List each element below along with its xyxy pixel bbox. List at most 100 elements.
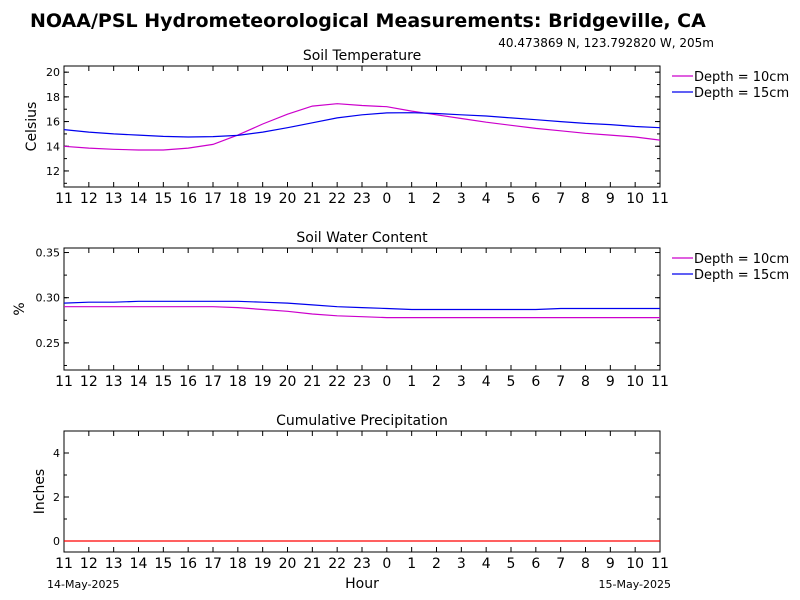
start-date: 14-May-2025 bbox=[47, 578, 119, 591]
x-tick-label: 2 bbox=[432, 374, 441, 390]
x-tick-label: 19 bbox=[254, 556, 272, 572]
x-tick-label: 6 bbox=[531, 191, 540, 207]
y-axis-label: Inches bbox=[32, 469, 48, 514]
x-tick-label: 4 bbox=[482, 191, 491, 207]
x-tick-label: 13 bbox=[105, 374, 123, 390]
y-tick-label: 4 bbox=[53, 447, 60, 460]
x-tick-label: 21 bbox=[303, 374, 321, 390]
x-tick-label: 16 bbox=[179, 556, 197, 572]
legend-entry: Depth = 10cm bbox=[694, 252, 789, 267]
main-title: NOAA/PSL Hydrometeorological Measurement… bbox=[30, 10, 706, 32]
legend-entry: Depth = 15cm bbox=[694, 268, 789, 283]
x-tick-label: 23 bbox=[353, 191, 371, 207]
x-tick-label: 13 bbox=[105, 556, 123, 572]
x-tick-label: 14 bbox=[130, 374, 148, 390]
x-tick-label: 20 bbox=[279, 374, 297, 390]
x-tick-label: 22 bbox=[328, 191, 346, 207]
y-tick-label: 18 bbox=[46, 91, 60, 104]
x-tick-label: 21 bbox=[303, 556, 321, 572]
x-tick-label: 15 bbox=[154, 374, 172, 390]
x-tick-label: 3 bbox=[457, 374, 466, 390]
x-tick-label: 0 bbox=[382, 374, 391, 390]
x-tick-label: 10 bbox=[626, 191, 644, 207]
x-tick-label: 0 bbox=[382, 191, 391, 207]
x-tick-label: 17 bbox=[204, 191, 222, 207]
x-tick-label: 3 bbox=[457, 556, 466, 572]
x-tick-label: 1 bbox=[407, 191, 416, 207]
x-tick-label: 10 bbox=[626, 556, 644, 572]
x-tick-label: 5 bbox=[507, 556, 516, 572]
x-tick-label: 10 bbox=[626, 374, 644, 390]
x-tick-label: 15 bbox=[154, 191, 172, 207]
x-tick-label: 4 bbox=[482, 374, 491, 390]
plot-frame bbox=[63, 65, 661, 188]
x-tick-label: 20 bbox=[279, 191, 297, 207]
x-tick-label: 12 bbox=[80, 374, 98, 390]
x-tick-label: 19 bbox=[254, 191, 272, 207]
y-tick-label: 16 bbox=[46, 116, 60, 129]
x-tick-label: 0 bbox=[382, 556, 391, 572]
x-tick-label: 2 bbox=[432, 191, 441, 207]
series-line-1 bbox=[64, 306, 660, 319]
series-line-1 bbox=[63, 103, 661, 151]
y-tick-label: 12 bbox=[46, 165, 60, 178]
x-tick-label: 6 bbox=[531, 374, 540, 390]
y-tick-label: 0.30 bbox=[36, 292, 61, 305]
x-tick-label: 14 bbox=[130, 191, 148, 207]
x-tick-label: 11 bbox=[651, 374, 669, 390]
x-tick-label: 9 bbox=[606, 556, 615, 572]
x-tick-label: 7 bbox=[556, 191, 565, 207]
x-tick-label: 5 bbox=[507, 374, 516, 390]
x-tick-label: 22 bbox=[328, 556, 346, 572]
x-tick-label: 1 bbox=[407, 556, 416, 572]
x-tick-label: 7 bbox=[556, 374, 565, 390]
x-tick-label: 1 bbox=[407, 374, 416, 390]
end-date: 15-May-2025 bbox=[599, 578, 671, 591]
x-tick-label: 16 bbox=[179, 374, 197, 390]
panel-title: Cumulative Precipitation bbox=[276, 413, 448, 429]
x-tick-label: 11 bbox=[55, 374, 73, 390]
x-tick-label: 12 bbox=[80, 191, 98, 207]
x-tick-label: 6 bbox=[531, 556, 540, 572]
x-tick-label: 22 bbox=[328, 374, 346, 390]
x-tick-label: 4 bbox=[482, 556, 491, 572]
series-line-2 bbox=[63, 112, 661, 138]
y-tick-label: 0 bbox=[53, 535, 60, 548]
legend-entry: Depth = 10cm bbox=[694, 70, 789, 85]
x-tick-label: 9 bbox=[606, 374, 615, 390]
x-tick-label: 2 bbox=[432, 556, 441, 572]
x-tick-label: 18 bbox=[229, 374, 247, 390]
x-tick-label: 11 bbox=[55, 191, 73, 207]
x-tick-label: 17 bbox=[204, 374, 222, 390]
x-tick-label: 21 bbox=[303, 191, 321, 207]
legend-entry: Depth = 15cm bbox=[694, 86, 789, 101]
x-tick-label: 8 bbox=[581, 374, 590, 390]
y-tick-label: 14 bbox=[46, 140, 60, 153]
y-axis-label: % bbox=[12, 302, 28, 315]
x-tick-label: 18 bbox=[229, 556, 247, 572]
x-tick-label: 11 bbox=[55, 556, 73, 572]
location-coordinates: 40.473869 N, 123.792820 W, 205m bbox=[498, 36, 714, 50]
x-tick-label: 17 bbox=[204, 556, 222, 572]
panel-title: Soil Temperature bbox=[303, 48, 421, 64]
plot-frame bbox=[63, 430, 661, 553]
x-tick-label: 18 bbox=[229, 191, 247, 207]
x-tick-label: 5 bbox=[507, 191, 516, 207]
y-axis-label: Celsius bbox=[24, 102, 40, 152]
y-tick-label: 2 bbox=[53, 491, 60, 504]
y-tick-label: 0.25 bbox=[36, 337, 61, 350]
x-tick-label: 12 bbox=[80, 556, 98, 572]
x-tick-label: 9 bbox=[606, 191, 615, 207]
x-tick-label: 11 bbox=[651, 556, 669, 572]
x-tick-label: 14 bbox=[130, 556, 148, 572]
x-tick-label: 19 bbox=[254, 374, 272, 390]
x-tick-label: 23 bbox=[353, 374, 371, 390]
x-tick-label: 15 bbox=[154, 556, 172, 572]
y-tick-label: 20 bbox=[46, 66, 60, 79]
panel-2: Soil Water Content%11 12 13 14 15 16 17 18 19 20 2… bbox=[12, 230, 789, 390]
x-tick-label: 20 bbox=[279, 556, 297, 572]
x-tick-label: 7 bbox=[556, 556, 565, 572]
